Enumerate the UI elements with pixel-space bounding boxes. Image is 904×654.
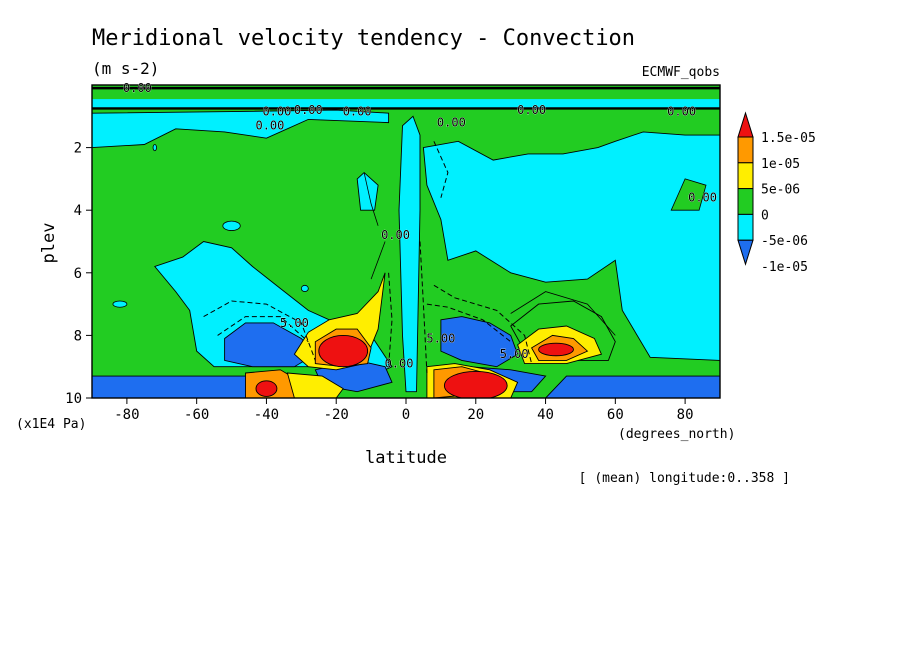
region-sh-upper-negative xyxy=(92,109,390,149)
contour-label: 0.00 xyxy=(294,103,323,117)
chart-title: Meridional velocity tendency - Convectio… xyxy=(92,26,635,51)
colorbar-label: 1e-05 xyxy=(761,157,800,172)
x-axis-label: latitude xyxy=(365,448,447,468)
contour-label: 0.00 xyxy=(437,116,466,130)
contour-label: 0.00 xyxy=(688,191,717,205)
colorbar-segment xyxy=(737,162,754,190)
contour-label: 0.00 xyxy=(385,357,414,371)
contour-label: 0.00 xyxy=(123,81,152,95)
colorbar-min-triangle xyxy=(737,239,754,266)
colorbar: 1.5e-05 1e-05 5e-06 0 -5e-06 -1e-05 xyxy=(737,111,816,275)
units-label: (m s-2) xyxy=(92,59,159,78)
colorbar-segment xyxy=(737,136,754,164)
green-patch-nh xyxy=(670,178,707,211)
red-core-nh-upper xyxy=(538,342,574,357)
red-core-nh xyxy=(443,370,508,398)
x-tick-label: 40 xyxy=(537,407,554,423)
cyan-patch-3 xyxy=(300,284,309,292)
footnote: [ (mean) longitude:0..358 ] xyxy=(579,471,790,486)
colorbar-label: -5e-06 xyxy=(761,234,808,249)
plot-area xyxy=(92,85,720,398)
colorbar-label: 5e-06 xyxy=(761,183,800,198)
y-tick-label: 2 xyxy=(74,141,82,157)
colorbar-label: 0 xyxy=(761,208,769,223)
y-tick-label: 10 xyxy=(65,391,82,407)
colorbar-label: 1.5e-05 xyxy=(761,131,816,146)
colorbar-segment xyxy=(737,188,754,215)
contour-negative-2 xyxy=(433,284,533,364)
contour-label: 0.00 xyxy=(667,105,696,119)
y-tick-label: 6 xyxy=(74,266,82,282)
red-core-sh xyxy=(318,334,369,368)
y-axis-label: plev xyxy=(39,223,59,264)
colorbar-max-triangle xyxy=(737,111,754,138)
region-nh-negative xyxy=(422,131,720,361)
y-units-label: (x1E4 Pa) xyxy=(16,417,86,432)
contour-label: 0.00 xyxy=(517,103,546,117)
contour-label: 0.00 xyxy=(343,105,372,119)
x-tick-label: -40 xyxy=(254,407,279,423)
contour-negative-5 xyxy=(419,241,428,374)
contour-positive-2 xyxy=(510,291,616,336)
contour-negative-6 xyxy=(433,141,449,198)
cyan-patch-2 xyxy=(152,144,157,152)
contour-negative-0 xyxy=(203,300,316,361)
x-tick-label: -80 xyxy=(114,407,139,423)
region-equator-negative xyxy=(398,115,421,393)
region-nh-core-negative xyxy=(440,316,519,368)
cyan-patch-0 xyxy=(112,300,128,308)
x-units-label: (degrees_north) xyxy=(618,427,735,442)
colorbar-label: -1e-05 xyxy=(761,260,808,275)
red-core-sh-lower xyxy=(255,380,278,397)
cyan-patch-1 xyxy=(222,220,241,231)
contour-negative-3 xyxy=(426,303,512,343)
region-surface-negative-nh xyxy=(544,375,720,398)
region-top-band xyxy=(92,99,720,109)
x-tick-label: 80 xyxy=(677,407,694,423)
region-surface-negative xyxy=(92,375,261,398)
y-tick-label: 4 xyxy=(74,203,82,219)
contour-label: 5.00 xyxy=(426,332,455,346)
x-tick-label: -60 xyxy=(184,407,209,423)
y-axis: 2 4 6 8 10 xyxy=(65,141,92,407)
region-sh-patch xyxy=(356,171,379,211)
colorbar-segment xyxy=(737,213,754,241)
x-tick-label: 0 xyxy=(402,407,410,423)
contour-label: 0.00 xyxy=(381,228,410,242)
source-label: ECMWF_qobs xyxy=(642,65,720,80)
contour-positive-1 xyxy=(370,241,386,280)
region-sh-lowest-yellow xyxy=(286,372,344,398)
contour-label: 0.00 xyxy=(262,105,291,119)
contour-label: 5.00 xyxy=(500,347,529,361)
y-tick-label: 8 xyxy=(74,328,82,344)
x-tick-label: 20 xyxy=(467,407,484,423)
contour-label: 0.00 xyxy=(255,119,284,133)
contour-positive-0 xyxy=(363,172,379,226)
contour-label: 5.00 xyxy=(280,316,309,330)
x-axis: -80 -60 -40 -20 0 20 40 60 80 xyxy=(114,398,694,423)
x-tick-label: 60 xyxy=(607,407,624,423)
x-tick-label: -20 xyxy=(324,407,349,423)
contour-negative-1 xyxy=(217,316,309,343)
